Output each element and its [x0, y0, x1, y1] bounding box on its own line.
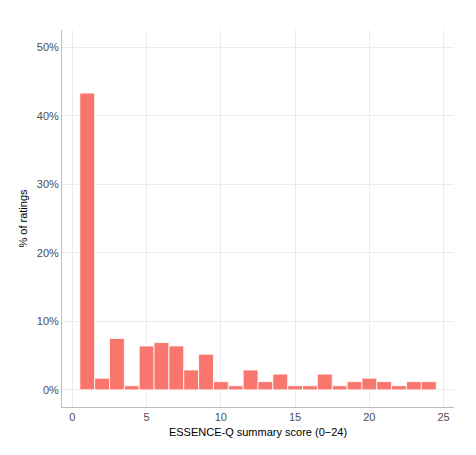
svg-text:50%: 50% — [37, 41, 59, 53]
svg-text:0: 0 — [69, 411, 75, 423]
svg-text:0%: 0% — [43, 384, 59, 396]
svg-text:25: 25 — [437, 411, 449, 423]
svg-text:20: 20 — [363, 411, 375, 423]
svg-text:5: 5 — [144, 411, 150, 423]
svg-text:ESSENCE-Q summary score (0−24): ESSENCE-Q summary score (0−24) — [169, 426, 347, 438]
svg-text:15: 15 — [289, 411, 301, 423]
svg-text:30%: 30% — [37, 178, 59, 190]
svg-text:% of ratings: % of ratings — [17, 189, 29, 248]
svg-text:20%: 20% — [37, 247, 59, 259]
svg-text:40%: 40% — [37, 110, 59, 122]
svg-text:10: 10 — [215, 411, 227, 423]
svg-text:10%: 10% — [37, 315, 59, 327]
